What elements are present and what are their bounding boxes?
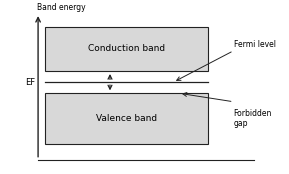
Bar: [45, 27, 208, 71]
Text: Valence band: Valence band: [96, 114, 157, 123]
Text: Forbidden
gap: Forbidden gap: [234, 109, 272, 128]
Bar: [45, 93, 208, 144]
Text: Band energy: Band energy: [37, 2, 85, 11]
Text: Fermi level: Fermi level: [234, 40, 276, 49]
Text: Conduction band: Conduction band: [88, 45, 165, 53]
Text: EF: EF: [25, 78, 35, 87]
